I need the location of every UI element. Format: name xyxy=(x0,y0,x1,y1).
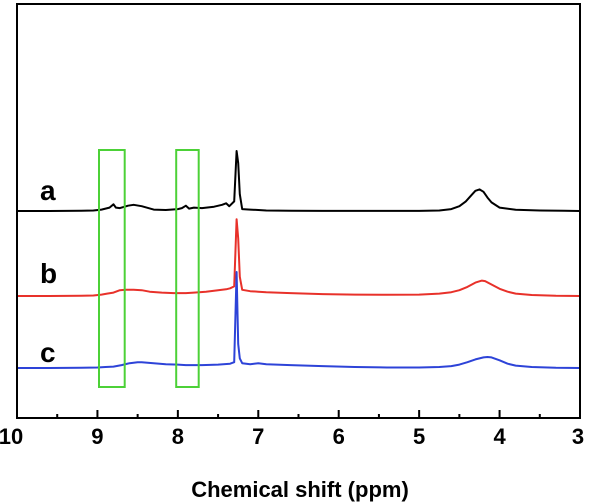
x-tick-label-7: 7 xyxy=(252,424,264,449)
x-tick-label-5: 5 xyxy=(413,424,425,449)
trace-label-b: b xyxy=(40,258,57,289)
trace-label-a: a xyxy=(40,175,56,206)
trace-labels: a b c xyxy=(40,175,57,368)
x-tick-label-10: 10 xyxy=(0,424,23,449)
annotation-layer xyxy=(98,149,200,388)
x-tick-label-8: 8 xyxy=(172,424,184,449)
series-line-a xyxy=(17,150,581,212)
x-axis-ticks: 10 9 8 7 6 5 4 3 xyxy=(0,410,584,449)
series-line-b xyxy=(17,218,581,297)
series-layer xyxy=(17,150,581,369)
x-tick-label-6: 6 xyxy=(333,424,345,449)
highlight-box-1 xyxy=(98,149,126,388)
x-axis-title: Chemical shift (ppm) xyxy=(191,477,409,502)
highlight-box-2 xyxy=(175,149,200,388)
x-tick-label-3: 3 xyxy=(572,424,584,449)
x-tick-label-4: 4 xyxy=(493,424,506,449)
x-tick-label-9: 9 xyxy=(91,424,103,449)
series-line-c xyxy=(17,271,581,369)
trace-label-c: c xyxy=(40,337,56,368)
